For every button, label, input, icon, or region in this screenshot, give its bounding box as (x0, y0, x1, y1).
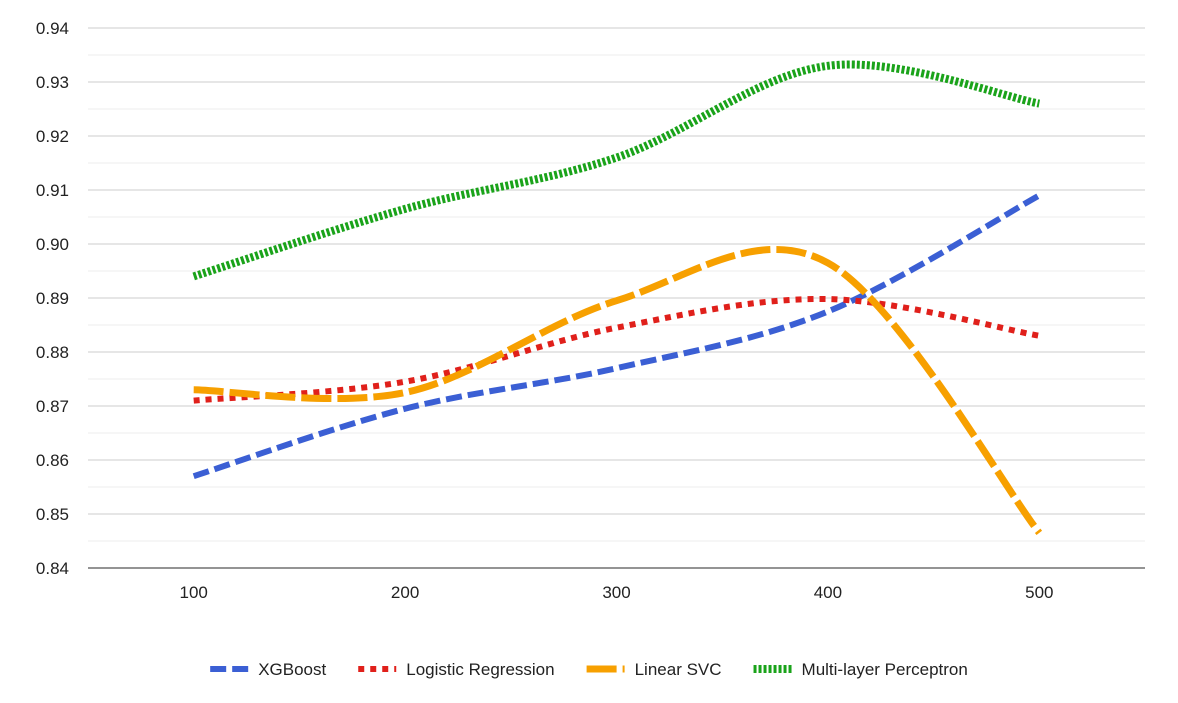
legend-label-linear-svc: Linear SVC (635, 660, 722, 679)
series-lines (192, 60, 1043, 536)
y-tick-label: 0.90 (36, 235, 69, 254)
legend-label-logistic-regression: Logistic Regression (406, 660, 554, 679)
x-tick-label: 100 (180, 583, 208, 602)
y-tick-label: 0.93 (36, 73, 69, 92)
y-tick-label: 0.89 (36, 289, 69, 308)
y-tick-label: 0.87 (36, 397, 69, 416)
x-axis-ticks: 100 200 300 400 500 (180, 583, 1054, 602)
series-line-logistic-regression (193, 296, 1040, 404)
y-axis-ticks: 0.84 0.85 0.86 0.87 0.88 0.89 0.90 0.91 0.92 0.93… (36, 19, 69, 578)
y-tick-label: 0.91 (36, 181, 69, 200)
legend-label-multi-layer-perceptron: Multi-layer Perceptron (802, 660, 968, 679)
series-line-linear-svc (193, 245, 1043, 536)
y-tick-label: 0.85 (36, 505, 69, 524)
x-tick-label: 300 (602, 583, 630, 602)
legend: XGBoost Logistic Regression Linear SVC Mult… (210, 660, 968, 679)
y-tick-label: 0.84 (36, 559, 69, 578)
x-tick-label: 500 (1025, 583, 1053, 602)
y-tick-label: 0.94 (36, 19, 69, 38)
x-tick-label: 400 (814, 583, 842, 602)
series-line-multi-layer-perceptron (192, 60, 1041, 281)
y-tick-label: 0.92 (36, 127, 69, 146)
y-tick-label: 0.88 (36, 343, 69, 362)
y-tick-label: 0.86 (36, 451, 69, 470)
legend-label-xgboost: XGBoost (258, 660, 326, 679)
grid (88, 27, 1145, 569)
x-tick-label: 200 (391, 583, 419, 602)
